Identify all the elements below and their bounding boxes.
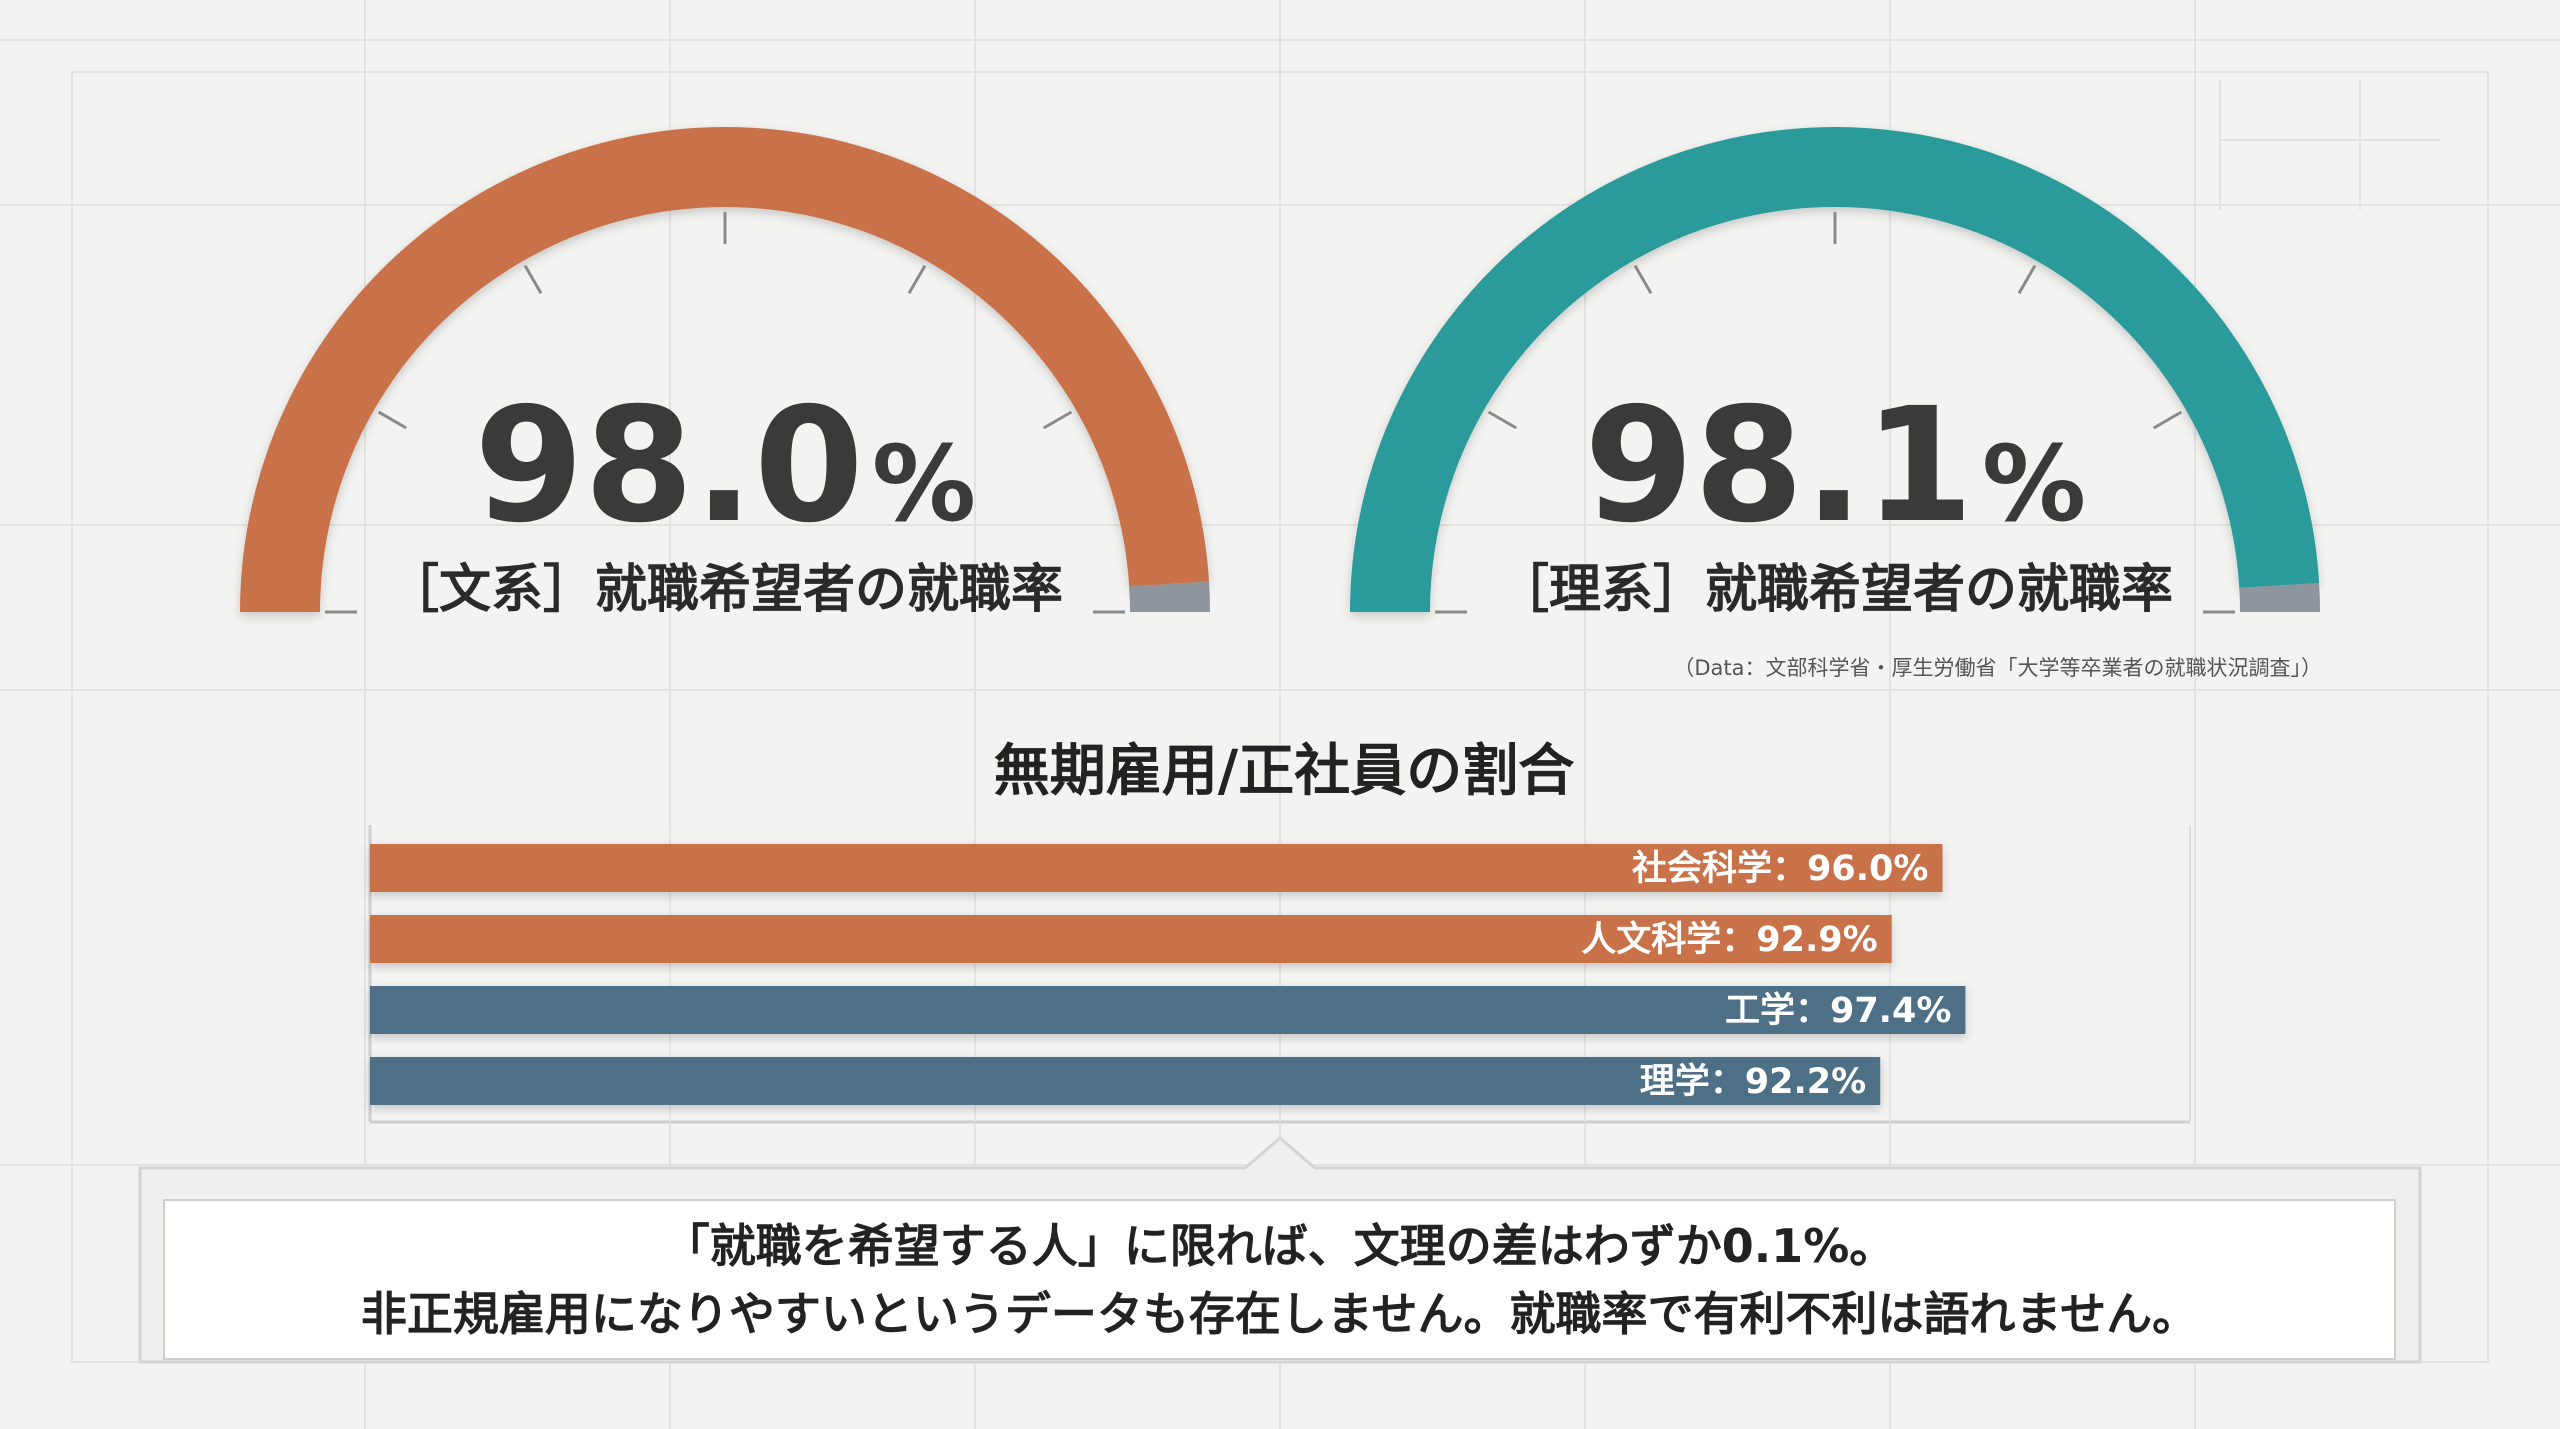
gauge-value-number: 98.0 xyxy=(474,374,864,558)
gauge-value: 98.0% xyxy=(474,374,976,558)
gauge-value-arc xyxy=(240,126,1210,612)
bar-社会科学 xyxy=(370,844,1943,892)
bar-工学 xyxy=(370,986,1966,1034)
gauge-tick xyxy=(1487,410,1518,430)
gauge-tick xyxy=(377,410,408,430)
gauge-humanities: 98.0%［文系］就職希望者の就職率 xyxy=(240,126,1210,620)
gauge-sciences: 98.1%［理系］就職希望者の就職率 xyxy=(1350,126,2320,620)
caption-line-1: 「就職を希望する人」に限れば、文理の差はわずか0.1%。 xyxy=(663,1218,1896,1273)
bar-label-社会科学: 社会科学：96.0% xyxy=(1632,848,1928,889)
gauge-remainder-arc xyxy=(2239,583,2320,612)
bar-label-理学: 理学：92.2% xyxy=(1640,1061,1866,1102)
gauge-value: 98.1% xyxy=(1584,374,2086,558)
gauge-tick xyxy=(1633,264,1653,295)
gauge-value-number: 98.1 xyxy=(1584,374,1974,558)
gauge-label: ［文系］就職希望者の就職率 xyxy=(387,560,1063,620)
bar-人文科学 xyxy=(370,915,1892,963)
caption-line-2: 非正規雇用になりやすいというデータも存在しません。就職率で有利不利は語れません。 xyxy=(360,1286,2199,1341)
bar-理学 xyxy=(370,1057,1881,1105)
gauge-tick xyxy=(907,264,927,295)
gauge-value-unit: % xyxy=(872,423,976,545)
gauge-value-unit: % xyxy=(1982,423,2086,545)
bar-label-人文科学: 人文科学：92.9% xyxy=(1581,919,1877,960)
gauge-remainder-arc xyxy=(1129,581,1210,612)
gauge-value-arc xyxy=(1350,126,2320,612)
bar-label-工学: 工学：97.4% xyxy=(1725,990,1951,1031)
bar-chart-title: 無期雇用/正社員の割合 xyxy=(994,739,1574,804)
bar-chart: 社会科学：96.0% 人文科学：92.9% 工学：97.4% 理学：92.2% xyxy=(368,825,2191,1124)
gauge-label: ［理系］就職希望者の就職率 xyxy=(1497,560,2173,620)
caption-box: 「就職を希望する人」に限れば、文理の差はわずか0.1%。 非正規雇用になりやすい… xyxy=(163,1199,2396,1360)
data-source-note: （Data：文部科学省・厚生労働省「大学等卒業者の就職状況調査」） xyxy=(1673,656,2322,680)
gauge-tick xyxy=(523,264,543,295)
gauge-tick xyxy=(2017,264,2037,295)
gauge-tick xyxy=(2152,410,2183,430)
gauge-tick xyxy=(1042,410,1073,430)
